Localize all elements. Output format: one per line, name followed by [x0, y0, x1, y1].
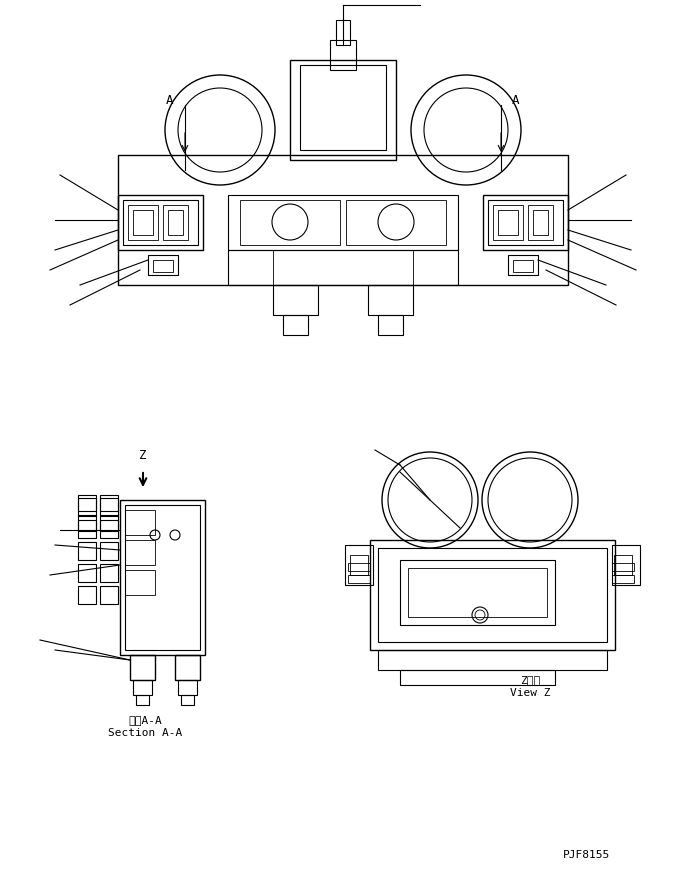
- Bar: [368, 285, 413, 315]
- Bar: [148, 255, 178, 275]
- Bar: [136, 695, 149, 705]
- Bar: [78, 498, 96, 516]
- Bar: [128, 205, 158, 240]
- Bar: [336, 20, 350, 45]
- Bar: [273, 285, 318, 315]
- Text: 断面A-A: 断面A-A: [128, 715, 162, 725]
- Bar: [290, 60, 396, 160]
- Bar: [125, 510, 155, 535]
- Bar: [330, 40, 356, 70]
- Text: A: A: [166, 93, 174, 106]
- Bar: [345, 545, 373, 585]
- Bar: [178, 680, 197, 695]
- Bar: [133, 680, 152, 695]
- Bar: [125, 505, 200, 650]
- Text: PJF8155: PJF8155: [563, 850, 610, 860]
- Bar: [378, 315, 403, 335]
- Bar: [348, 563, 370, 571]
- Bar: [133, 210, 153, 235]
- Bar: [400, 560, 555, 625]
- Bar: [118, 195, 203, 250]
- Text: View Z: View Z: [510, 688, 550, 698]
- Bar: [130, 655, 155, 680]
- Bar: [78, 520, 96, 538]
- Bar: [483, 195, 568, 250]
- Bar: [273, 250, 413, 285]
- Bar: [100, 498, 118, 516]
- Bar: [100, 564, 118, 582]
- Bar: [612, 575, 634, 583]
- Bar: [163, 205, 188, 240]
- Bar: [346, 200, 446, 245]
- Bar: [125, 570, 155, 595]
- Text: Z　視: Z 視: [520, 675, 540, 685]
- Bar: [614, 555, 632, 575]
- Bar: [100, 542, 118, 560]
- Text: Section A-A: Section A-A: [108, 728, 182, 738]
- Bar: [350, 555, 368, 575]
- Bar: [100, 520, 118, 538]
- Bar: [78, 564, 96, 582]
- Bar: [228, 250, 458, 285]
- Bar: [400, 670, 555, 685]
- Bar: [123, 200, 198, 245]
- Bar: [153, 260, 173, 272]
- Bar: [612, 545, 640, 585]
- Bar: [78, 586, 96, 604]
- Bar: [100, 586, 118, 604]
- Bar: [533, 210, 548, 235]
- Bar: [175, 655, 200, 680]
- Bar: [100, 495, 118, 511]
- Bar: [181, 695, 194, 705]
- Bar: [370, 540, 615, 650]
- Bar: [528, 205, 553, 240]
- Bar: [300, 65, 386, 150]
- Text: A: A: [512, 93, 520, 106]
- Bar: [378, 650, 607, 670]
- Bar: [118, 155, 568, 285]
- Bar: [498, 210, 518, 235]
- Bar: [125, 540, 155, 565]
- Bar: [493, 205, 523, 240]
- Bar: [78, 495, 96, 511]
- Bar: [612, 563, 634, 571]
- Bar: [283, 315, 308, 335]
- Bar: [513, 260, 533, 272]
- Bar: [228, 195, 458, 250]
- Bar: [508, 255, 538, 275]
- Bar: [488, 200, 563, 245]
- Text: Z: Z: [139, 449, 147, 462]
- Bar: [78, 542, 96, 560]
- Bar: [240, 200, 340, 245]
- Bar: [378, 548, 607, 642]
- Bar: [78, 515, 96, 531]
- Bar: [100, 515, 118, 531]
- Bar: [120, 500, 205, 655]
- Bar: [408, 568, 547, 617]
- Bar: [348, 575, 370, 583]
- Bar: [168, 210, 183, 235]
